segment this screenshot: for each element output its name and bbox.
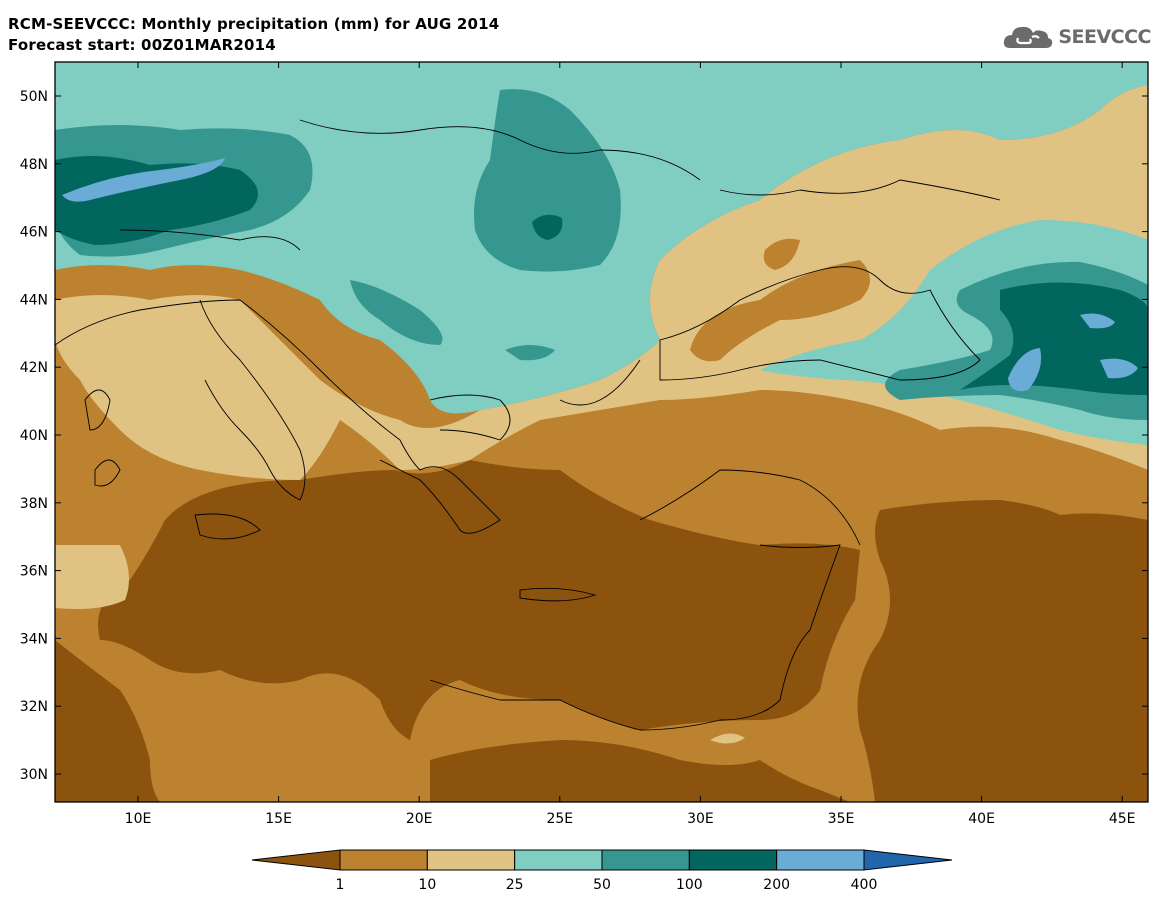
colorbar-level-label: 400 xyxy=(851,877,878,893)
map-frame xyxy=(54,61,1149,803)
field-lt1-nile xyxy=(430,740,850,802)
colorbar-swatch xyxy=(426,849,516,871)
field-50-100-carpathians xyxy=(474,89,621,272)
lon-label: 15E xyxy=(265,811,292,827)
colorbar-swatch xyxy=(863,849,953,871)
lat-label: 36N xyxy=(20,564,48,580)
field-1-10-blacksea xyxy=(690,260,870,362)
cloud-icon xyxy=(1004,26,1053,48)
colorbar-level-label: 25 xyxy=(506,877,524,893)
map-title: RCM-SEEVCCC: Monthly precipitation (mm) … xyxy=(8,14,499,56)
lon-label: 25E xyxy=(546,811,573,827)
colorbar-legend: 1 10 25 50 100 200 400 xyxy=(251,849,953,893)
lon-label: 40E xyxy=(968,811,995,827)
precipitation-field xyxy=(55,62,1148,802)
lat-label: 32N xyxy=(20,699,48,715)
field-lt1-med xyxy=(98,460,860,740)
colorbar-swatch xyxy=(776,849,865,871)
field-lt1-east xyxy=(857,500,1148,802)
lon-label: 20E xyxy=(406,811,433,827)
colorbar-level-label: 10 xyxy=(418,877,436,893)
title-line-1: RCM-SEEVCCC: Monthly precipitation (mm) … xyxy=(8,15,500,33)
field-10-25-libya xyxy=(55,545,129,609)
coastlines xyxy=(55,119,1001,731)
colorbar-level-label: 200 xyxy=(763,877,790,893)
colorbar-swatch xyxy=(251,849,341,871)
lat-label: 50N xyxy=(20,89,48,105)
colorbar-level-label: 50 xyxy=(593,877,611,893)
field-100-200-alps xyxy=(55,156,258,245)
lat-label: 48N xyxy=(20,157,48,173)
field-10-25-egypt xyxy=(710,733,745,744)
lon-label: 10E xyxy=(125,811,152,827)
lat-label: 38N xyxy=(20,496,48,512)
lat-label: 44N xyxy=(20,292,48,308)
field-100-200-caucasus xyxy=(960,282,1148,395)
colorbar-swatch xyxy=(339,849,428,871)
field-200-400-caucasus-3 xyxy=(1100,358,1138,379)
title-line-2: Forecast start: 00Z01MAR2014 xyxy=(8,36,276,54)
field-50-100-bulgaria xyxy=(505,345,555,361)
lat-label: 30N xyxy=(20,767,48,783)
colorbar-swatch xyxy=(688,849,778,871)
colorbar-level-label: 100 xyxy=(676,877,703,893)
lat-label: 42N xyxy=(20,360,48,376)
lon-label: 45E xyxy=(1109,811,1136,827)
field-100-200-carpathians xyxy=(532,214,563,240)
seevccc-logo: SEEVCCC xyxy=(1002,22,1151,52)
colorbar-level-label: 1 xyxy=(336,877,345,893)
longitude-axis: 10E 15E 20E 25E 30E 35E 40E 45E xyxy=(125,62,1136,827)
logo-text: SEEVCCC xyxy=(1058,26,1151,48)
lon-label: 30E xyxy=(687,811,714,827)
field-50-100-balkans xyxy=(350,280,443,345)
lon-label: 35E xyxy=(828,811,855,827)
latitude-axis: 50N 48N 46N 44N 42N 40N 38N 36N 34N 32N 30N xyxy=(20,89,1148,783)
lat-label: 46N xyxy=(20,225,48,241)
lat-label: 34N xyxy=(20,631,48,647)
lat-label: 40N xyxy=(20,428,48,444)
colorbar-swatch xyxy=(601,849,690,871)
colorbar-swatch xyxy=(514,849,603,871)
field-200-400-alps xyxy=(62,158,225,202)
field-200-400-caucasus-1 xyxy=(1080,313,1115,329)
field-200-400-caucasus-2 xyxy=(1008,348,1042,392)
field-lt1-africa-west xyxy=(55,640,160,802)
field-1-10-crimea xyxy=(763,238,800,270)
